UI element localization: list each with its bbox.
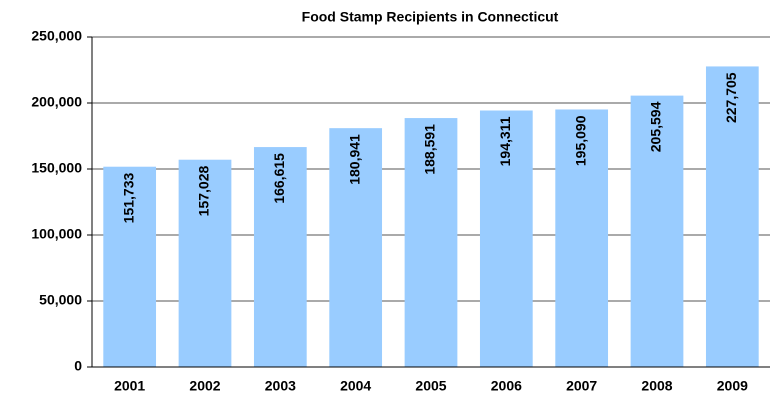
data-label: 194,311: [497, 116, 513, 166]
bar: [103, 166, 157, 367]
chart-title: Food Stamp Recipients in Connecticut: [302, 9, 559, 25]
bar: [404, 118, 458, 368]
x-tick-label: 2007: [566, 378, 597, 394]
x-tick-label: 2008: [641, 378, 672, 394]
y-tick-label: 0: [74, 358, 82, 374]
y-tick-label: 200,000: [31, 94, 82, 110]
y-tick-label: 50,000: [39, 292, 82, 308]
y-tick-label: 150,000: [31, 160, 82, 176]
bar: [253, 147, 307, 367]
data-label: 205,594: [648, 101, 664, 152]
x-tick-label: 2006: [491, 378, 522, 394]
x-tick-label: 2009: [717, 378, 748, 394]
x-tick-label: 2004: [340, 378, 371, 394]
data-label: 188,591: [422, 124, 438, 175]
data-label: 180,941: [346, 134, 362, 185]
data-label: 151,733: [120, 173, 136, 224]
bar: [630, 95, 684, 368]
bar: [178, 159, 232, 367]
bar: [479, 110, 533, 367]
x-tick-label: 2003: [265, 378, 296, 394]
y-tick-label: 250,000: [31, 28, 82, 44]
x-tick-label: 2002: [189, 378, 220, 394]
data-label: 166,615: [271, 153, 287, 204]
bar: [329, 128, 383, 367]
y-tick-label: 100,000: [31, 226, 82, 242]
data-label: 195,090: [572, 115, 588, 166]
bar: [705, 66, 759, 368]
x-tick-label: 2005: [415, 378, 446, 394]
x-tick-label: 2001: [114, 378, 145, 394]
data-label: 157,028: [196, 166, 212, 217]
bar: [555, 109, 609, 367]
data-label: 227,705: [723, 72, 739, 123]
